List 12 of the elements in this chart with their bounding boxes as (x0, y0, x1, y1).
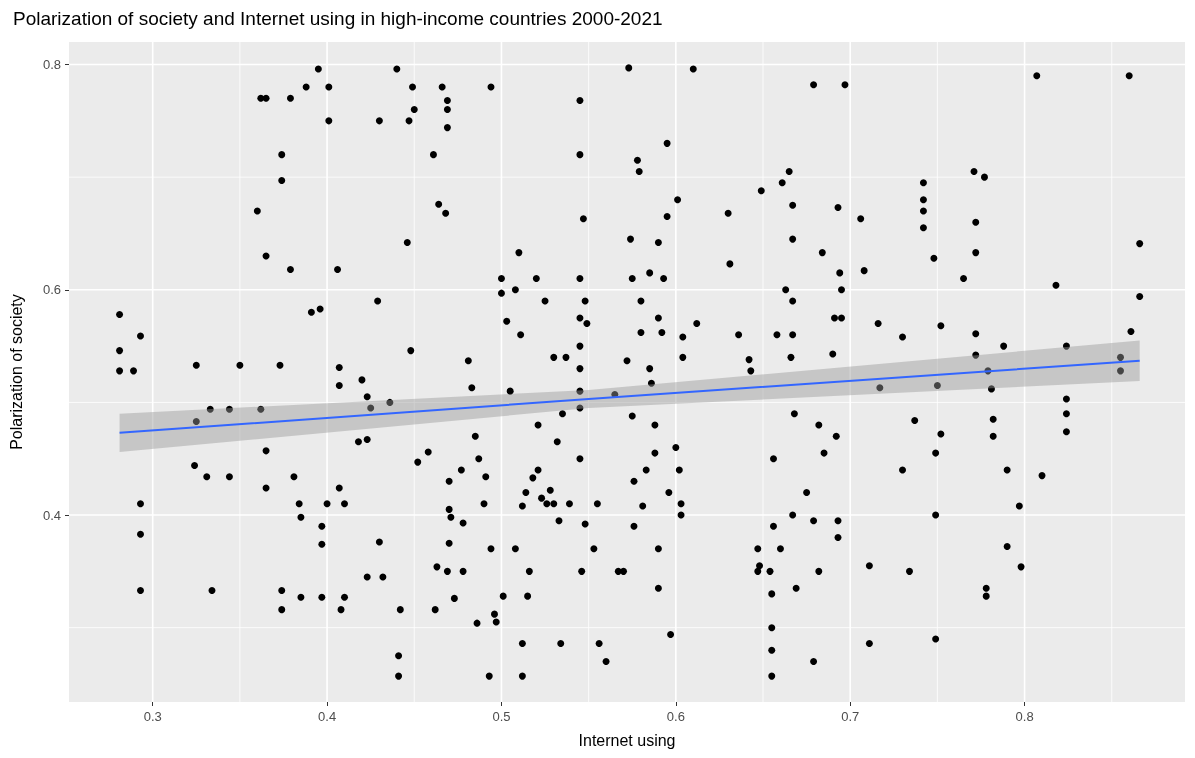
chart-title: Polarization of society and Internet using in high-income countries 2000-2021 (13, 8, 663, 29)
x-tick-label: 0.6 (666, 709, 685, 724)
x-axis-title: Internet using (578, 731, 676, 749)
x-tick-label: 0.3 (143, 709, 162, 724)
x-tick-label: 0.8 (1015, 709, 1034, 724)
y-tick-label: 0.6 (42, 282, 61, 298)
y-axis-title: Polarization of society (7, 294, 25, 450)
x-tick-label: 0.5 (492, 709, 511, 724)
y-tick-label: 0.8 (42, 57, 61, 73)
y-tick-label: 0.4 (42, 507, 61, 523)
x-tick-label: 0.4 (318, 709, 337, 724)
x-tick-label: 0.7 (841, 709, 860, 724)
